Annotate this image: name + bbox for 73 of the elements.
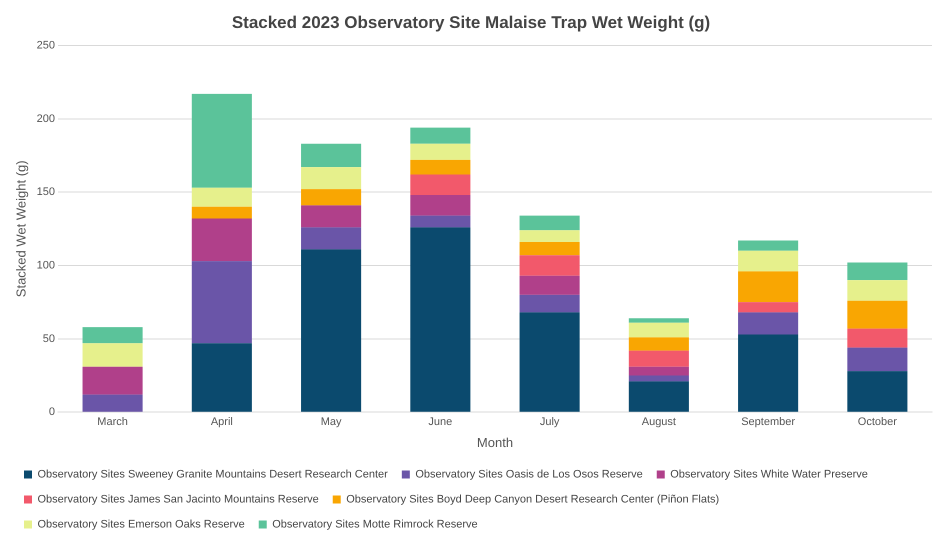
bar <box>520 255 580 276</box>
bar <box>410 128 470 144</box>
bar <box>520 242 580 256</box>
bar <box>847 371 908 412</box>
x-tick-label: July <box>540 416 560 428</box>
bar <box>410 174 470 196</box>
bar <box>738 250 798 272</box>
bar <box>520 216 580 230</box>
x-tick-label: March <box>97 416 128 428</box>
legend-label: Observatory Sites Emerson Oaks Reserve <box>38 518 245 531</box>
x-tick-label: October <box>858 416 898 428</box>
bar <box>410 227 470 412</box>
bar <box>192 188 252 207</box>
bar <box>192 343 252 412</box>
bar <box>738 302 798 312</box>
bar <box>192 218 252 262</box>
bar <box>628 366 689 376</box>
bar <box>301 189 362 206</box>
bar <box>738 334 798 412</box>
bar <box>628 381 689 412</box>
bar <box>520 276 580 295</box>
bar <box>628 322 689 338</box>
y-tick-label: 0 <box>48 406 55 418</box>
legend-label: Observatory Sites Sweeney Granite Mountains Desert Research Center <box>38 468 388 481</box>
bar <box>192 94 252 188</box>
bar <box>847 280 908 301</box>
bar <box>82 394 143 412</box>
y-tick-label: 50 <box>42 332 55 345</box>
bar <box>628 350 689 367</box>
legend-label: Observatory Sites Boyd Deep Canyon Desert Research Center (Piñon Flats) <box>346 494 720 506</box>
bar <box>410 160 470 175</box>
legend-label: Observatory Sites Motte Rimrock Reserve <box>272 518 478 531</box>
bar <box>410 144 470 160</box>
bar <box>738 240 798 251</box>
bar <box>628 337 689 351</box>
bar <box>301 249 362 412</box>
y-axis-title: Stacked Wet Weight (g) <box>13 160 28 298</box>
bar <box>82 343 143 367</box>
legend-label: Observatory Sites James San Jacinto Mountains Reserve <box>38 494 319 506</box>
bar <box>738 271 798 302</box>
bar <box>192 261 252 344</box>
y-tick-label: 150 <box>36 186 55 198</box>
y-tick-label: 250 <box>36 39 55 52</box>
x-tick-label: September <box>741 416 796 428</box>
bar <box>301 167 362 190</box>
legend-label: Observatory Sites White Water Preserve <box>670 468 868 481</box>
bar <box>738 312 798 334</box>
x-tick-label: May <box>320 416 342 428</box>
x-tick-label: August <box>642 416 676 428</box>
bar <box>847 328 908 348</box>
chart-title: Stacked 2023 Observatory Site Malaise Trap Wet Weight (g) <box>232 12 710 32</box>
x-tick-label: June <box>428 416 452 428</box>
bar <box>628 376 689 382</box>
bar <box>847 300 908 329</box>
bar <box>301 227 362 250</box>
bar <box>628 318 689 323</box>
bar <box>301 205 362 228</box>
bar <box>847 348 908 372</box>
bar <box>410 195 470 216</box>
bar <box>520 312 580 412</box>
legend-label: Observatory Sites Oasis de Los Osos Reserve <box>415 468 643 481</box>
bar <box>301 144 362 168</box>
bar <box>82 327 143 344</box>
bar <box>520 294 580 312</box>
bar <box>410 216 470 228</box>
y-tick-label: 100 <box>36 260 55 272</box>
x-axis-title: Month <box>476 434 514 450</box>
y-tick-label: 200 <box>36 112 55 125</box>
x-tick-label: April <box>210 416 233 428</box>
bar <box>192 206 252 219</box>
bar <box>82 366 143 395</box>
bar <box>847 262 908 280</box>
bar <box>520 230 580 242</box>
